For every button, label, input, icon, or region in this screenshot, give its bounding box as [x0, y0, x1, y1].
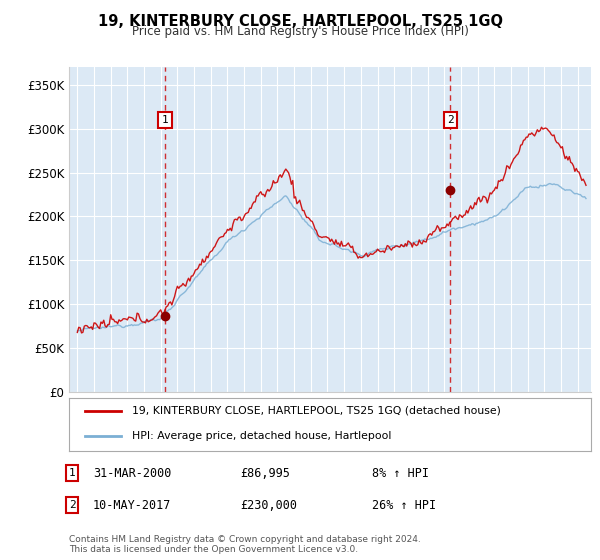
Text: £86,995: £86,995	[240, 466, 290, 480]
Text: 2: 2	[68, 500, 76, 510]
Text: 26% ↑ HPI: 26% ↑ HPI	[372, 498, 436, 512]
Text: 1: 1	[161, 115, 168, 125]
Text: 19, KINTERBURY CLOSE, HARTLEPOOL, TS25 1GQ: 19, KINTERBURY CLOSE, HARTLEPOOL, TS25 1…	[97, 14, 503, 29]
Text: 19, KINTERBURY CLOSE, HARTLEPOOL, TS25 1GQ (detached house): 19, KINTERBURY CLOSE, HARTLEPOOL, TS25 1…	[131, 406, 500, 416]
Text: 2: 2	[447, 115, 454, 125]
Text: HPI: Average price, detached house, Hartlepool: HPI: Average price, detached house, Hart…	[131, 431, 391, 441]
Text: 1: 1	[68, 468, 76, 478]
Text: Contains HM Land Registry data © Crown copyright and database right 2024.
This d: Contains HM Land Registry data © Crown c…	[69, 535, 421, 554]
Text: 31-MAR-2000: 31-MAR-2000	[93, 466, 172, 480]
Text: Price paid vs. HM Land Registry's House Price Index (HPI): Price paid vs. HM Land Registry's House …	[131, 25, 469, 38]
Text: £230,000: £230,000	[240, 498, 297, 512]
Text: 10-MAY-2017: 10-MAY-2017	[93, 498, 172, 512]
Text: 8% ↑ HPI: 8% ↑ HPI	[372, 466, 429, 480]
